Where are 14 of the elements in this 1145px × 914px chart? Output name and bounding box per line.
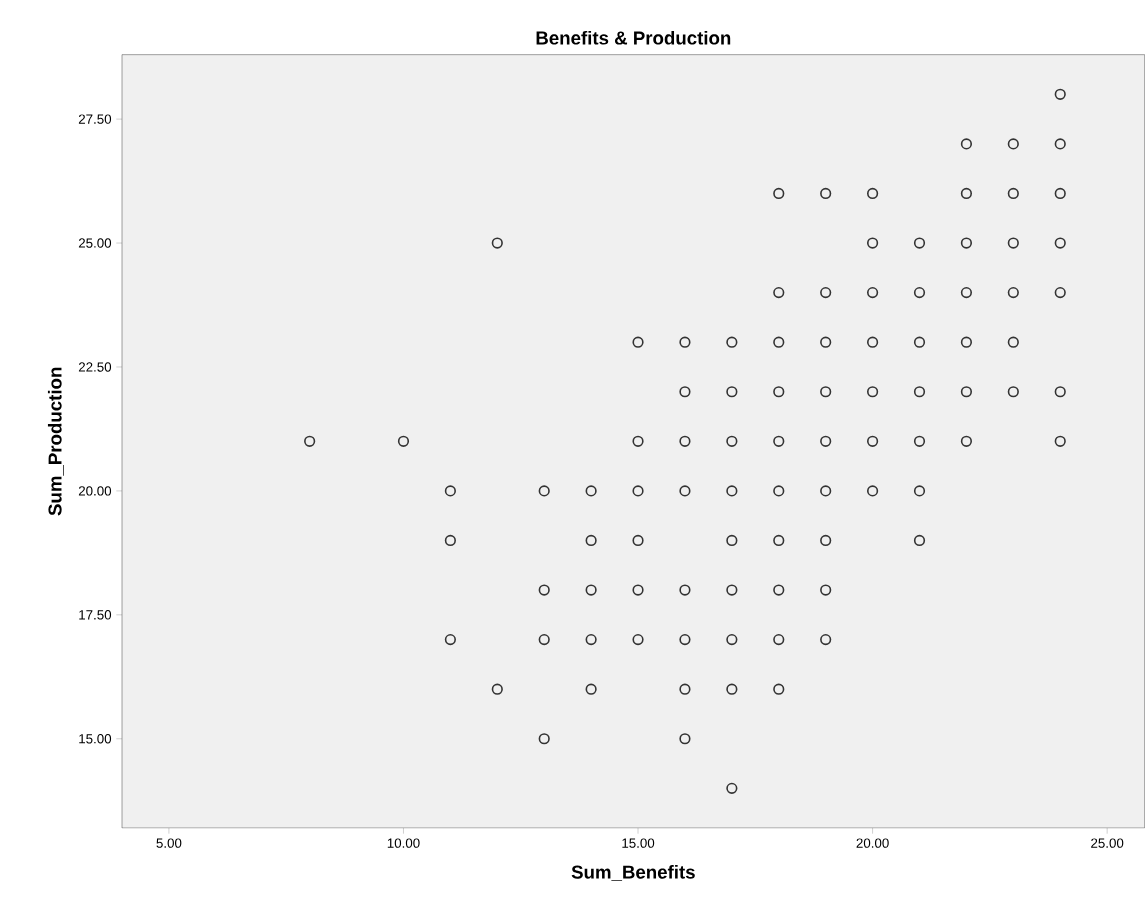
y-tick-label: 17.50 [79, 610, 112, 620]
y-tick-label: 15.00 [79, 734, 112, 744]
x-tick-label: 10.00 [387, 838, 420, 848]
y-tick-label: 25.00 [78, 238, 112, 248]
x-axis-title: Sum_Benefits [571, 864, 695, 881]
x-tick-label: 15.00 [622, 838, 655, 848]
y-tick-label: 27.50 [78, 114, 112, 124]
x-tick-label: 20.00 [856, 838, 889, 848]
y-axis-title: Sum_Production [47, 367, 64, 516]
x-tick-label: 25.00 [1091, 838, 1124, 848]
y-tick-label: 20.00 [78, 486, 112, 496]
chart-title: Benefits & Production [536, 30, 731, 45]
y-tick-label: 22.50 [78, 362, 112, 372]
x-tick-label: 5.00 [156, 838, 182, 848]
